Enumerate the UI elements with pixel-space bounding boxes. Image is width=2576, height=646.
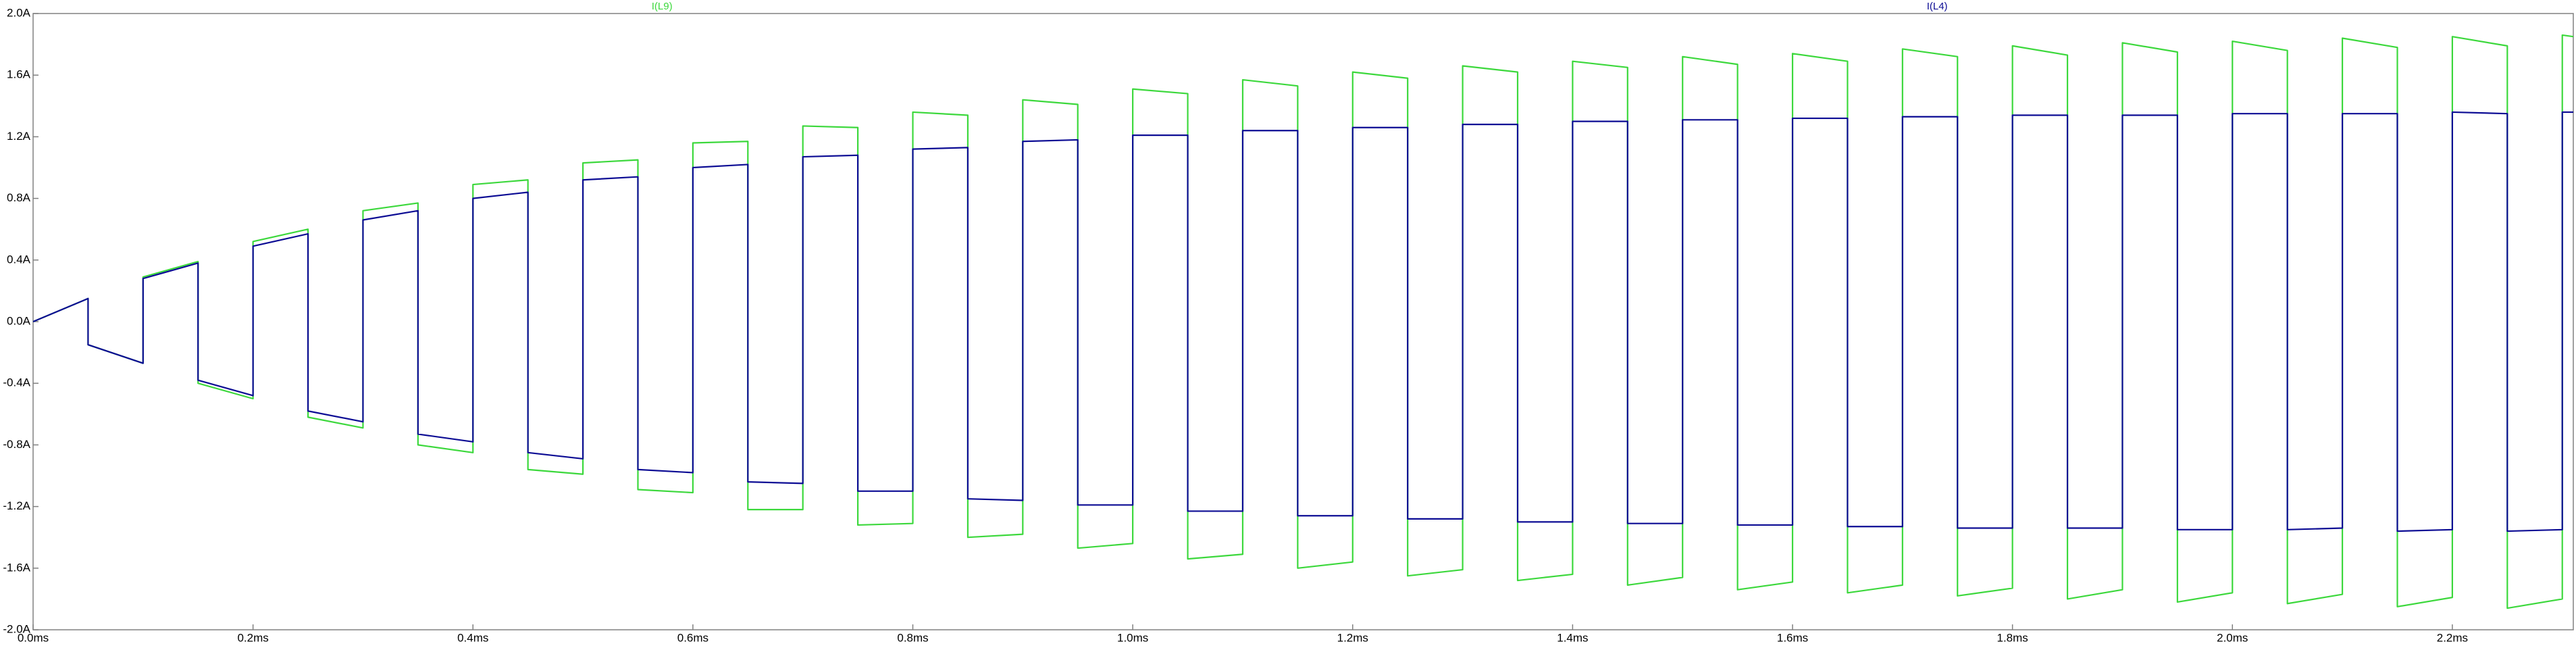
x-tick-label: 1.8ms	[1997, 631, 2028, 644]
x-tick-label: 0.0ms	[18, 631, 49, 644]
x-tick-label: 1.6ms	[1777, 631, 1808, 644]
y-tick-label: -0.4A	[3, 376, 30, 389]
legend-label: I(L4)	[1927, 1, 1948, 12]
plot-frame	[32, 13, 2574, 630]
x-tick-label: 2.0ms	[2217, 631, 2248, 644]
x-tick-label: 1.0ms	[1117, 631, 1148, 644]
y-tick-label: -1.2A	[3, 499, 30, 512]
x-tick-label: 0.2ms	[237, 631, 268, 644]
x-tick-label: 2.2ms	[2437, 631, 2468, 644]
y-tick-label: 0.8A	[7, 191, 31, 204]
y-tick-label: 0.4A	[7, 253, 31, 266]
y-tick-label: 1.6A	[7, 68, 31, 81]
legend-label: I(L9)	[652, 1, 673, 12]
x-tick-label: 0.4ms	[457, 631, 488, 644]
y-tick-label: 0.0A	[7, 314, 31, 327]
x-tick-label: 1.2ms	[1337, 631, 1368, 644]
y-tick-label: -1.6A	[3, 561, 30, 574]
series-line	[32, 34, 2574, 610]
x-tick-label: 1.4ms	[1557, 631, 1588, 644]
y-tick-label: 2.0A	[7, 6, 31, 19]
y-tick-label: 1.2A	[7, 130, 31, 143]
series-line	[32, 111, 2573, 532]
y-tick-label: -2.0A	[3, 622, 30, 635]
y-tick-label: -0.8A	[3, 438, 30, 451]
x-tick-label: 0.8ms	[897, 631, 928, 644]
x-tick-label: 0.6ms	[677, 631, 709, 644]
